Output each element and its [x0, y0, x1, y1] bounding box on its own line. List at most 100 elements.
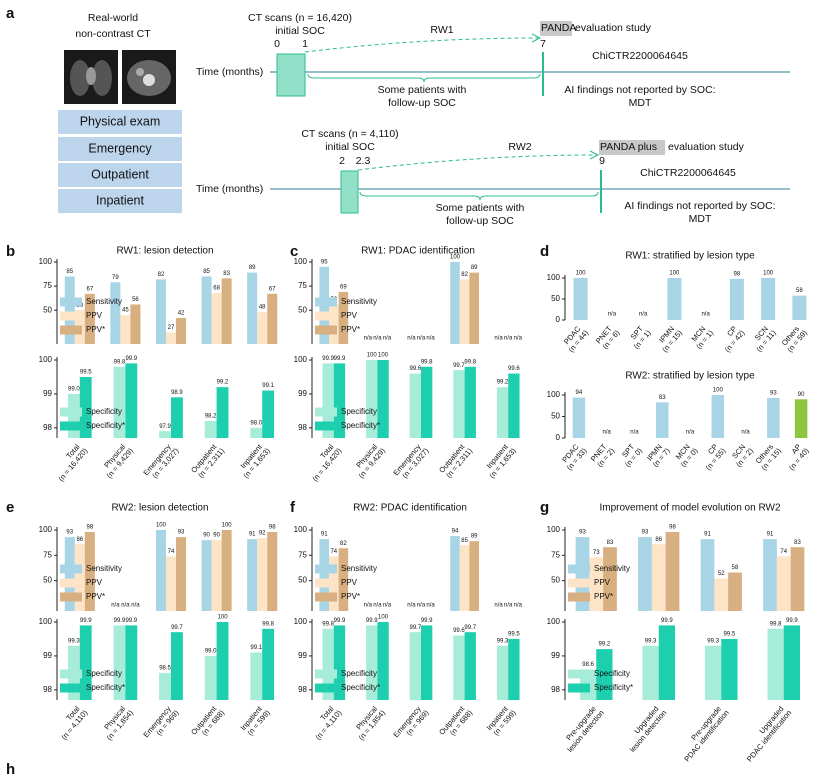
value-label: 83: [607, 540, 614, 546]
panel-label: d: [540, 243, 549, 260]
x-tick-label: Emergency (n = 3,027): [141, 440, 180, 482]
bar: [211, 540, 222, 611]
value-label: 89: [471, 534, 478, 540]
legend-swatch: [315, 564, 337, 574]
bar: [667, 278, 682, 320]
bar: [322, 363, 334, 438]
bar: [651, 544, 666, 611]
bar: [267, 293, 278, 344]
value-label: 74: [168, 549, 175, 555]
bar: [783, 625, 800, 700]
value-label: 99.1: [262, 383, 274, 389]
value-label: 98: [734, 271, 741, 277]
value-label: 99.7: [464, 625, 476, 631]
bar: [377, 360, 389, 438]
registry: ChiCTR2200064645: [640, 167, 736, 179]
value-label: n/a: [407, 603, 416, 609]
bar: [120, 315, 131, 344]
setting: Inpatient: [96, 193, 144, 207]
time-tick: 2: [339, 155, 345, 167]
time-tick: 2.3: [356, 155, 371, 167]
value-label: n/a: [383, 336, 392, 342]
value-label: 100: [378, 353, 389, 359]
value-label: 42: [178, 311, 185, 317]
y-tick-label: 50: [298, 305, 307, 314]
value-label: 99.3: [68, 638, 80, 644]
value-label: 98.6: [582, 662, 594, 668]
value-label: 99.0: [205, 648, 217, 654]
evaluation: PANDA plus: [600, 141, 657, 153]
value-label: 74: [780, 549, 787, 555]
value-label: 83: [223, 271, 230, 277]
legend-label: Sensitivity: [341, 564, 377, 573]
value-label: n/a: [494, 603, 503, 609]
follow-up: Some patients with: [436, 202, 525, 214]
legend-swatch: [568, 564, 590, 574]
value-label: 99.9: [125, 618, 137, 624]
setting: Physical exam: [80, 114, 161, 128]
x-tick-label: Physical (n = 1,854): [350, 702, 387, 742]
registry: ChiCTR2200064645: [592, 50, 688, 62]
y-tick-label: 0: [556, 315, 561, 324]
findings: AI findings not reported by SOC:: [624, 200, 775, 212]
chart-title: RW1: stratified by lesion type: [625, 251, 755, 262]
value-label: n/a: [602, 430, 611, 436]
follow-up: follow-up SOC: [446, 215, 514, 227]
value-label: 67: [86, 286, 93, 292]
bar: [469, 272, 479, 344]
findings: MDT: [689, 213, 712, 225]
x-tick-label: SCN (n = 2): [728, 440, 756, 468]
value-label: n/a: [514, 603, 523, 609]
legend-swatch: [60, 297, 82, 307]
bar: [333, 363, 346, 438]
bar: [322, 628, 334, 700]
legend-label: Specificity: [594, 669, 630, 678]
legend-swatch: [315, 592, 337, 602]
value-label: 85: [66, 269, 73, 275]
legend-label: Specificity*: [86, 421, 125, 430]
x-tick-label: Inpatient (n = 599): [239, 702, 273, 737]
value-label: 99.9: [661, 618, 673, 624]
value-label: 100: [156, 523, 167, 529]
bar: [247, 539, 258, 611]
value-label: 99.8: [322, 621, 334, 627]
evaluation-suffix: evaluation study: [668, 141, 745, 153]
x-tick-label: Outpatient (n = 688): [189, 702, 226, 742]
legend-swatch: [60, 421, 82, 431]
x-tick-label: Total (n = 4,110): [307, 702, 344, 741]
y-tick-label: 98: [43, 423, 52, 432]
panel-label: e: [6, 499, 14, 516]
bar: [421, 366, 433, 438]
value-label: 94: [576, 390, 583, 396]
chart-title: RW2: lesion detection: [111, 503, 208, 514]
legend-label: Specificity*: [341, 421, 380, 430]
legend-swatch: [60, 407, 82, 417]
value-label: 91: [249, 532, 256, 538]
panel-label: c: [290, 243, 298, 260]
bar: [665, 532, 680, 611]
legend-swatch: [315, 669, 337, 679]
value-label: 56: [132, 297, 139, 303]
legend-swatch: [568, 669, 590, 679]
value-label: 99.9: [786, 618, 798, 624]
bar: [130, 304, 141, 344]
bar: [508, 638, 520, 700]
y-tick-label: 75: [298, 281, 307, 290]
bar: [767, 398, 780, 438]
bar: [338, 548, 349, 611]
evaluation-suffix: evaluation study: [575, 22, 652, 34]
bar: [589, 557, 604, 611]
value-label: 99.9: [334, 356, 346, 362]
bar: [165, 556, 177, 611]
bar: [64, 276, 75, 344]
bar: [705, 645, 722, 700]
bar: [366, 360, 378, 438]
value-label: n/a: [701, 312, 710, 318]
legend-label: PPV*: [86, 325, 105, 334]
y-tick-label: 50: [43, 305, 52, 314]
value-label: n/a: [504, 336, 513, 342]
value-label: n/a: [494, 336, 503, 342]
bar: [201, 540, 212, 611]
value-label: 94: [452, 529, 459, 535]
legend-label: Specificity: [341, 669, 377, 678]
